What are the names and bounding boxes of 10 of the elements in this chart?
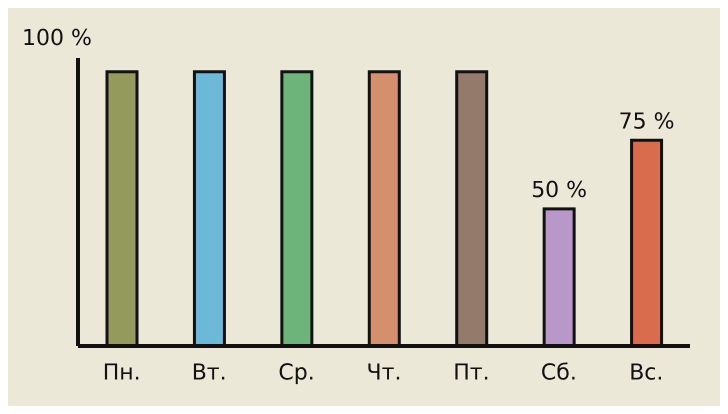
text: 100 % [22,26,92,51]
x-tick-label: Вс. [629,360,664,386]
x-tick-label: Сб. [540,360,577,386]
x-tick-label: Чт. [366,360,402,386]
x-tick-label: Вт. [192,360,227,386]
x-tick-label: Пт. [453,360,490,386]
x-tick-label: Пн. [102,360,141,386]
x-tick-label: Ср. [278,360,315,386]
data-label: 50 % [531,178,588,203]
data-label: 75 % [618,109,675,134]
